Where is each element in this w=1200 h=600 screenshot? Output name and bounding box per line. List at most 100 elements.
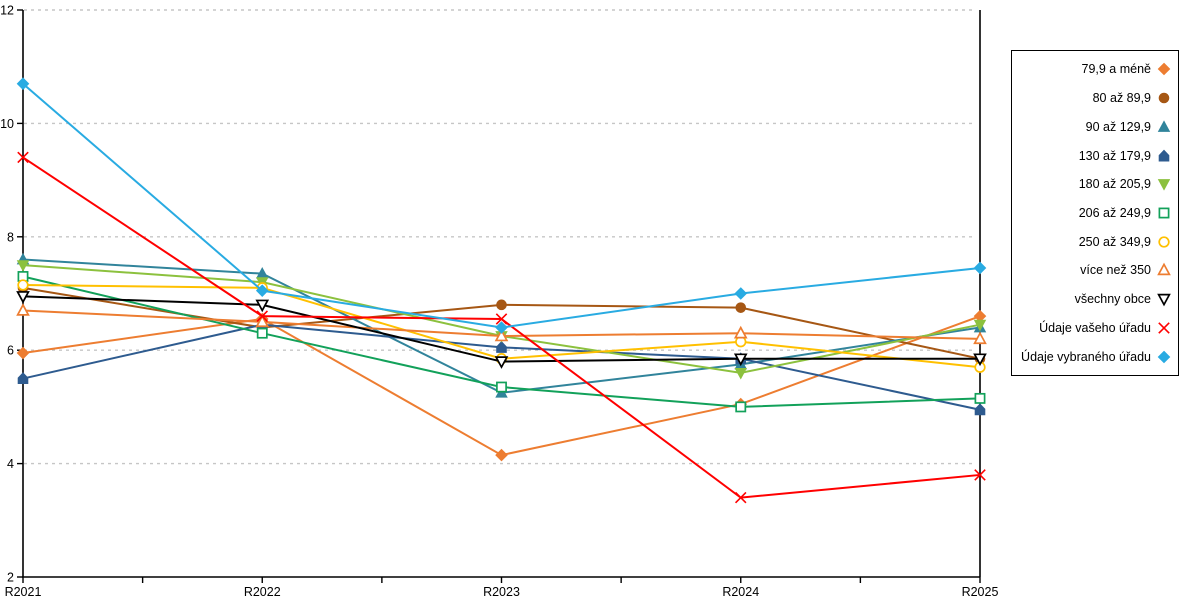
y-tick-label-12: 12 [0, 4, 14, 18]
circle-marker [496, 299, 507, 311]
pentagon-marker [1158, 149, 1170, 162]
series-daje-va-eho-adu [17, 151, 986, 504]
x-marker [734, 491, 747, 504]
series-206-a-249-9 [17, 271, 986, 413]
legend-item-79-9-a-m-n: 79,9 a méně [1016, 61, 1172, 77]
y-tick-label-4: 4 [7, 457, 14, 471]
legend-item-130-a-179-9: 130 až 179,9 [1016, 148, 1172, 164]
x-marker [974, 469, 986, 481]
legend-label: všechny obce [1074, 292, 1151, 307]
triangle-down-marker [255, 299, 270, 313]
legend-x-icon [1158, 322, 1170, 334]
triangle-down-marker [1157, 179, 1171, 191]
legend-diamond-icon [1157, 350, 1171, 363]
chart-legend: 79,9 a méně 80 až 89,9 90 až 129,9 130 až 1… [1011, 50, 1179, 376]
series-daje-vybran-ho-adu [16, 77, 987, 334]
circle-marker [1158, 236, 1170, 248]
legend-square-icon [1158, 207, 1170, 219]
triangle-up-marker [494, 328, 509, 342]
legend-item-206-a-249-9: 206 až 249,9 [1016, 205, 1172, 221]
legend-label: 80 až 89,9 [1092, 91, 1151, 106]
triangle-down-marker [16, 260, 30, 272]
x-category-label-r2022: R2022 [244, 585, 281, 599]
x-category-label-r2021: R2021 [5, 585, 42, 599]
x-marker [256, 310, 269, 322]
x-category-label-r2023: R2023 [483, 585, 520, 599]
square-marker [974, 392, 986, 404]
triangle-up-marker [16, 303, 30, 316]
x-category-label-r2024: R2024 [722, 585, 759, 599]
legend-pentagon-icon [1158, 149, 1170, 162]
x-marker [1158, 322, 1170, 334]
y-tick-label-2: 2 [7, 571, 14, 585]
legend-circle-icon [1158, 236, 1170, 248]
y-tick-label-8: 8 [7, 230, 14, 244]
circle-marker [17, 279, 29, 291]
legend-label: 250 až 349,9 [1078, 234, 1151, 249]
triangle-down-marker [1157, 293, 1171, 307]
triangle-down-marker [16, 291, 30, 304]
square-marker [496, 381, 507, 393]
pentagon-marker [496, 341, 507, 353]
triangle-down-marker [973, 353, 987, 367]
series-v-ce-ne-350 [16, 303, 987, 345]
legend-label: více než 350 [1080, 263, 1151, 278]
legend-label: 79,9 a méně [1081, 62, 1152, 77]
square-marker [1158, 207, 1170, 219]
triangle-down-marker [973, 319, 987, 332]
diamond-marker [734, 287, 748, 300]
legend-label: 130 až 179,9 [1078, 148, 1151, 163]
triangle-up-marker [1157, 263, 1171, 276]
diamond-marker [495, 448, 508, 462]
legend-triangle-down-icon [1157, 179, 1171, 191]
series-v-echny-obce [16, 291, 987, 369]
y-tick-label-6: 6 [7, 344, 14, 358]
triangle-up-marker [733, 325, 748, 339]
legend-label: 180 až 205,9 [1078, 177, 1151, 192]
triangle-up-marker [973, 331, 987, 345]
legend-triangle-up-icon [1157, 263, 1171, 276]
x-marker [495, 313, 508, 325]
legend-diamond-icon [1157, 63, 1171, 76]
triangle-down-marker [734, 367, 747, 380]
diamond-marker [16, 77, 30, 91]
legend-item-v-echny-obce: všechny obce [1016, 291, 1172, 307]
legend-item-180-a-205-9: 180 až 205,9 [1016, 176, 1172, 192]
triangle-up-marker [255, 314, 270, 328]
legend-item-v-ce-ne-350: více než 350 [1016, 262, 1172, 278]
legend-triangle-up-icon [1157, 120, 1171, 132]
pentagon-marker [17, 372, 29, 385]
legend-label: Údaje vašeho úřadu [1039, 320, 1151, 335]
diamond-marker [255, 284, 269, 297]
legend-label: 206 až 249,9 [1078, 205, 1151, 220]
legend-item-250-a-349-9: 250 až 349,9 [1016, 234, 1172, 250]
legend-item-daje-va-eho-adu: Údaje vašeho úřadu [1016, 320, 1172, 336]
series-line [22, 82, 981, 329]
legend-item-daje-vybran-ho-adu: Údaje vybraného úřadu [1016, 349, 1172, 365]
triangle-up-marker [1157, 120, 1171, 132]
square-marker [735, 401, 747, 413]
legend-circle-icon [1158, 92, 1170, 104]
circle-marker [735, 302, 747, 313]
x-marker [17, 151, 29, 164]
diamond-marker [495, 321, 508, 334]
x-category-label-r2025: R2025 [962, 585, 999, 599]
legend-item-90-a-129-9: 90 až 129,9 [1016, 119, 1172, 135]
triangle-down-marker [733, 353, 748, 367]
legend-triangle-down-icon [1157, 293, 1171, 307]
legend-item-80-a-89-9: 80 až 89,9 [1016, 90, 1172, 106]
legend-label: 90 až 129,9 [1085, 119, 1151, 134]
legend-label: Údaje vybraného úřadu [1021, 349, 1151, 364]
pentagon-marker [974, 403, 986, 416]
axes: 2 4 6 8 10 12 R2021 R2022 R2023 R2024 R2025 [0, 4, 998, 600]
diamond-marker [973, 261, 987, 275]
square-marker [256, 327, 268, 339]
triangle-down-marker [494, 356, 509, 369]
diamond-marker [1157, 63, 1171, 76]
circle-marker [1158, 92, 1170, 104]
y-tick-label-10: 10 [0, 117, 14, 131]
diamond-marker [16, 346, 30, 360]
diamond-marker [1157, 350, 1171, 363]
